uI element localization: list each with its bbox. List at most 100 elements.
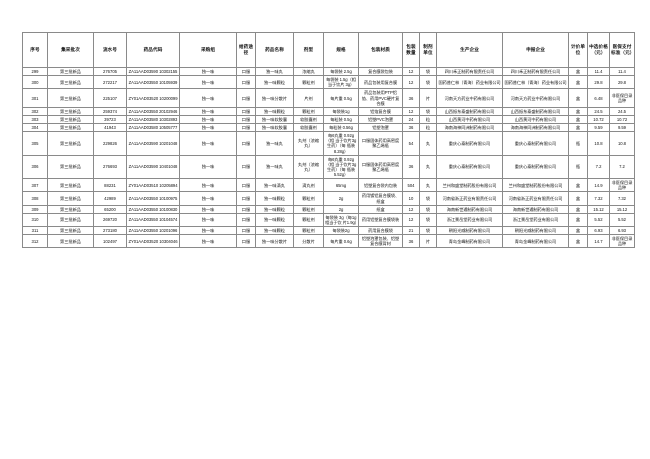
cell-seq: 301	[22, 88, 48, 108]
cell-applicant: 山西振东泰盛制药有限公司	[502, 106, 569, 116]
cell-unit: 丸	[419, 154, 437, 180]
cell-packmat: 铝塑PVC泡罩	[358, 114, 403, 125]
cell-priceunit: 盒	[568, 122, 588, 133]
cell-applicant: 国药普仁林（青海）药业有限公司	[502, 75, 569, 90]
column-header-dosage-form: 剂型	[293, 32, 324, 68]
cell-insure: 7.32	[609, 191, 635, 206]
cell-seq: 308	[22, 191, 48, 206]
cell-packmat: 口服固体药用高密度聚乙烯瓶	[358, 131, 403, 156]
table-row: 299 第三批新品 276705 ZA11AAD03590 10302155 独一味 口服…	[22, 66, 635, 77]
cell-drugcode: ZA11AAD03550 10201096	[126, 225, 180, 236]
cell-packmat: 药用铝塑复合膜袋装	[358, 212, 403, 228]
cell-spec: 65mg	[323, 178, 359, 193]
cell-unit: 袋	[419, 204, 437, 214]
cell-packmat: 药品包装用PTP铝箔、药用PVC硬片复合膜	[358, 88, 403, 108]
table-row: 306 第三批新品 276693 ZA11AAD03590 10401048 独一味 口服…	[22, 154, 635, 180]
cell-maker: 四川禾正制药有限责任公司	[436, 66, 503, 77]
cell-packqty: 504	[402, 178, 420, 193]
cell-insure: 11.4	[609, 66, 635, 77]
cell-dform: 软胶囊剂	[293, 122, 324, 133]
cell-dform: 丸剂（浓缩丸）	[293, 131, 324, 156]
cell-serial: 39723	[93, 114, 127, 125]
cell-applicant: 山西黄河中药有限公司	[502, 114, 569, 125]
table-header: 序号 集采批次 流水号 药品代码 采购组 给药途径 药品名称 剂型 规格 包装材…	[22, 32, 635, 68]
cell-group: 独一味	[179, 88, 237, 108]
cell-batch: 第三批新品	[47, 114, 94, 125]
cell-priceunit: 盒	[568, 225, 588, 236]
column-header-insurance-standard: 医保支付标准（元）	[609, 32, 635, 68]
cell-insure: 非医保目录品种	[609, 88, 635, 108]
cell-name: 独一味分散片	[255, 234, 294, 249]
cell-applicant: 朝阳光威制药有限公司	[502, 225, 569, 236]
cell-name: 独一味软胶囊	[255, 122, 294, 133]
cell-maker: 重庆心泰制药有限公司	[436, 131, 503, 156]
cell-route: 口服	[236, 122, 256, 133]
cell-priceunit: 盒	[568, 66, 588, 77]
table-row: 301 第三批新品 225107 ZY01AAD03520 10200099 独一味 口服…	[22, 88, 635, 108]
cell-route: 口服	[236, 66, 256, 77]
cell-serial: 273180	[93, 225, 127, 236]
cell-name: 独一味颗粒	[255, 212, 294, 228]
cell-packqty: 12	[402, 75, 420, 90]
table-row: 304 第三批新品 41943 ZA11AAD03580 10505777 独一味 口服独…	[22, 122, 635, 133]
cell-insure: 非医保目录品种	[609, 178, 635, 193]
cell-priceunit: 盒	[568, 114, 588, 125]
cell-spec: 2g	[323, 191, 359, 206]
cell-name: 独一味软胶囊	[255, 114, 294, 125]
cell-drugcode: ZA11AAD03550 10105939	[126, 75, 180, 90]
cell-batch: 第三批新品	[47, 75, 94, 90]
cell-price: 24.5	[587, 106, 610, 116]
cell-price: 14.9	[587, 178, 610, 193]
cell-name: 独一味滴丸	[255, 178, 294, 193]
table-body: 299 第三批新品 276705 ZA11AAD03590 10302155 独一味 口服…	[22, 66, 635, 249]
cell-seq: 311	[22, 225, 48, 236]
cell-group: 独一味	[179, 204, 237, 214]
cell-maker: 浙江景岳堂药业有限公司	[436, 212, 503, 228]
cell-batch: 第三批新品	[47, 234, 94, 249]
cell-dform: 分散片	[293, 234, 324, 249]
cell-packqty: 36	[402, 122, 420, 133]
cell-insure: 9.59	[609, 122, 635, 133]
cell-name: 独一味丸	[255, 66, 294, 77]
cell-route: 口服	[236, 178, 256, 193]
cell-group: 独一味	[179, 114, 237, 125]
cell-dform: 浓缩丸	[293, 66, 324, 77]
cell-drugcode: ZA11AAD03550 10100830	[126, 204, 180, 214]
cell-batch: 第三批新品	[47, 131, 94, 156]
cell-packqty: 12	[402, 66, 420, 77]
table-row: 309 第三批新品 65200 ZA11AAD03550 10100830 独一味 口服独…	[22, 204, 635, 214]
cell-spec: 每6丸重 0.92g（相 当于饮片3g 生药）（每 瓶装 8.28g）	[323, 131, 359, 156]
cell-priceunit: 盒	[568, 204, 588, 214]
cell-unit: 袋	[419, 75, 437, 90]
cell-drugcode: ZA11AAD03590 10401048	[126, 154, 180, 180]
cell-insure: 24.5	[609, 106, 635, 116]
cell-serial: 276693	[93, 154, 127, 180]
cell-drugcode: ZA11AAD03590 10302155	[126, 66, 180, 77]
cell-drugcode: ZY01AAD03520 10200099	[126, 88, 180, 108]
cell-unit: 袋	[419, 225, 437, 236]
cell-group: 独一味	[179, 75, 237, 90]
cell-route: 口服	[236, 234, 256, 249]
cell-batch: 第三批新品	[47, 178, 94, 193]
cell-batch: 第三批新品	[47, 154, 94, 180]
cell-unit: 粒	[419, 114, 437, 125]
cell-spec: 每片重 0.5g	[323, 88, 359, 108]
cell-price: 9.59	[587, 122, 610, 133]
cell-batch: 第三批新品	[47, 212, 94, 228]
cell-name: 独一味颗粒	[255, 191, 294, 206]
cell-dform: 滴丸剂	[293, 178, 324, 193]
cell-batch: 第三批新品	[47, 66, 94, 77]
cell-insure: 7.2	[609, 154, 635, 180]
cell-dform: 丸剂（浓缩丸）	[293, 154, 324, 180]
cell-priceunit: 瓶	[568, 131, 588, 156]
cell-unit: 片	[419, 234, 437, 249]
cell-name: 独一味颗粒	[255, 75, 294, 90]
cell-applicant: 重庆心泰制药有限公司	[502, 131, 569, 156]
cell-seq: 310	[22, 212, 48, 228]
cell-serial: 259374	[93, 106, 127, 116]
cell-maker: 海南新世通制药有限公司	[436, 204, 503, 214]
cell-name: 独一味颗粒	[255, 106, 294, 116]
cell-packmat: 铝箔复合膜	[358, 106, 403, 116]
table-row: 312 第三批新品 102497 ZY01AAD03520 10304046 独一味 口服…	[22, 234, 635, 249]
